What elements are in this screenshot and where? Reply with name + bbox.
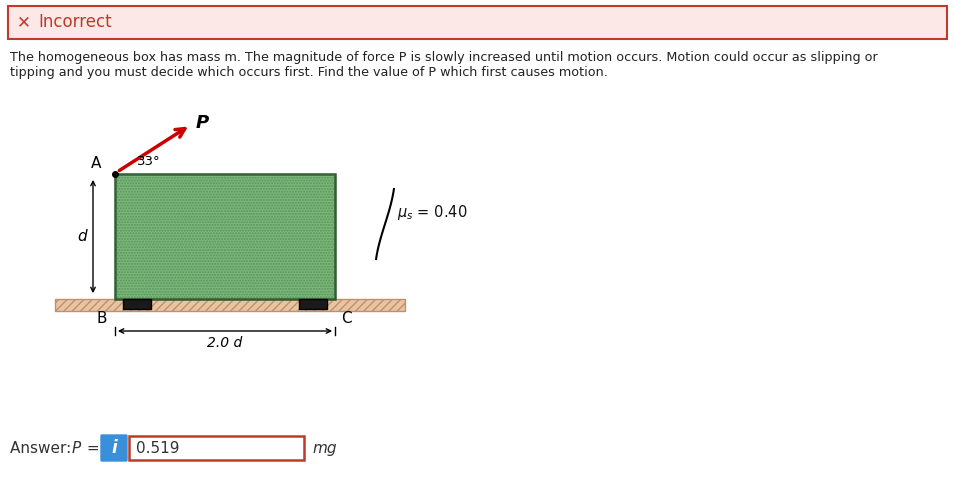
Text: 33°: 33° — [137, 155, 160, 168]
Bar — [115, 174, 335, 299]
Text: Answer:: Answer: — [10, 441, 76, 455]
FancyBboxPatch shape — [101, 435, 127, 461]
Text: The homogeneous box has mass m. The magnitude of force P is slowly increased unt: The homogeneous box has mass m. The magn… — [10, 51, 878, 64]
Text: B: B — [96, 311, 107, 326]
Text: d: d — [77, 229, 87, 244]
Bar — [55, 299, 405, 311]
Text: =: = — [82, 441, 99, 455]
Text: P: P — [196, 114, 209, 132]
Text: i: i — [111, 439, 117, 457]
Text: Incorrect: Incorrect — [38, 13, 112, 32]
Bar — [55, 299, 405, 311]
Text: $\mu_s$ = 0.40: $\mu_s$ = 0.40 — [397, 203, 467, 221]
Text: C: C — [341, 311, 351, 326]
Text: 0.519: 0.519 — [136, 441, 180, 455]
Text: mg: mg — [312, 441, 336, 455]
Text: A: A — [91, 156, 101, 171]
FancyBboxPatch shape — [129, 436, 304, 460]
Bar — [299, 299, 327, 309]
Bar — [115, 174, 335, 299]
FancyBboxPatch shape — [8, 6, 947, 39]
Bar — [123, 299, 151, 309]
Text: tipping and you must decide which occurs first. Find the value of P which first : tipping and you must decide which occurs… — [10, 66, 608, 79]
Text: ✕: ✕ — [17, 13, 31, 32]
Text: 2.0 d: 2.0 d — [207, 336, 243, 350]
Text: P: P — [72, 441, 81, 455]
